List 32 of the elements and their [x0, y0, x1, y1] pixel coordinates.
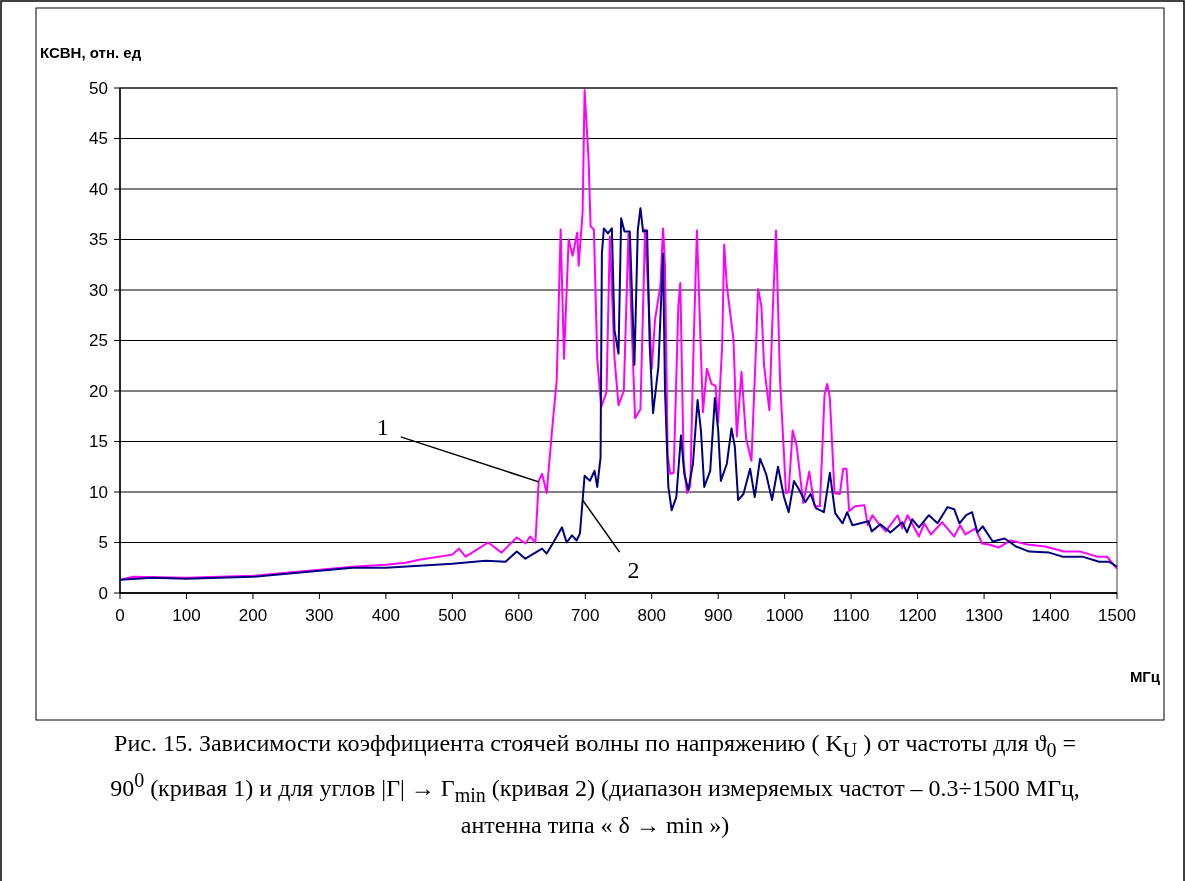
x-tick-label: 600	[504, 606, 533, 625]
x-tick-label: 1100	[832, 606, 870, 625]
x-tick-label: 800	[637, 606, 666, 625]
y-tick-label: 30	[89, 280, 108, 300]
x-tick-label: 200	[238, 606, 268, 625]
x-tick-label: 400	[371, 606, 401, 625]
x-tick-label: 100	[172, 606, 201, 625]
y-tick-label: 35	[89, 230, 108, 250]
y-axis-title: КСВН, отн. ед	[40, 44, 142, 61]
y-tick-label: 40	[89, 179, 108, 199]
y-tick-label: 10	[89, 482, 108, 502]
x-tick-label: 1300	[965, 606, 1003, 625]
x-tick-label: 500	[438, 606, 467, 625]
text: Рис. 15. Зависимости коэффициента стоячей волны по напряжению ( K$_{U}$ ) от частоты для ϑ$_{0}$ = 90$^{0}$ (кривая 1) и для углов |Γ| → Γ$_{min}$ (кривая 2) (диапазон измеряемых частот – 0.3÷1500 МГц, антенна типа « δ → min »)	[110, 730, 1080, 838]
y-tick-label: 0	[98, 583, 108, 603]
x-tick-label: 0	[115, 606, 125, 625]
x-tick-label: 1400	[1031, 606, 1070, 625]
y-tick-label: 50	[89, 78, 108, 98]
annotation: 1	[376, 413, 389, 440]
x-tick-label: 700	[571, 606, 600, 625]
x-tick-label: 300	[305, 606, 334, 625]
x-tick-label: 1500	[1098, 606, 1136, 625]
y-tick-label: 5	[98, 533, 108, 553]
x-axis-title: МГц	[1129, 668, 1161, 685]
y-tick-label: 20	[89, 381, 108, 401]
x-tick-label: 1000	[765, 606, 804, 625]
annotation: 2	[627, 557, 640, 584]
x-tick-label: 900	[704, 606, 733, 625]
y-tick-label: 25	[89, 331, 108, 351]
y-tick-label: 15	[89, 432, 108, 452]
x-tick-label: 1200	[898, 606, 937, 625]
y-tick-label: 45	[89, 129, 108, 149]
